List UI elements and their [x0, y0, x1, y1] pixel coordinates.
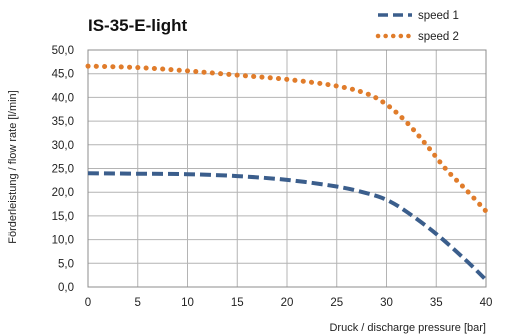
chart-title: IS-35-E-light — [88, 16, 188, 35]
x-tick-label: 35 — [430, 297, 443, 309]
y-tick-label: 0,0 — [58, 282, 74, 294]
y-tick-label: 25,0 — [52, 164, 74, 176]
grid — [87, 49, 487, 288]
x-tick-label: 10 — [181, 297, 194, 309]
series-line-speed-2 — [85, 63, 489, 214]
y-tick-label: 50,0 — [52, 45, 74, 57]
x-tick-label: 0 — [85, 297, 91, 309]
series-line-speed-1 — [87, 171, 488, 282]
legend-label-speed-1: speed 1 — [418, 10, 459, 22]
y-tick-label: 15,0 — [52, 211, 74, 223]
y-tick-labels: 0,0 5,0 10,0 15,0 20,0 25,0 30,0 35,0 40,0 45,0 50… — [52, 45, 74, 294]
plot-frame — [87, 49, 487, 288]
y-tick-label: 20,0 — [52, 187, 74, 199]
x-tick-label: 25 — [330, 297, 343, 309]
y-tick-label: 10,0 — [52, 235, 74, 247]
y-tick-label: 40,0 — [52, 92, 74, 104]
x-tick-label: 5 — [135, 297, 141, 309]
x-axis-label: Druck / discharge pressure [bar] — [329, 322, 486, 334]
x-tick-label: 20 — [281, 297, 294, 309]
y-axis-label: Förderleistung / flow rate [l/min] — [7, 90, 19, 243]
series-lines — [85, 63, 489, 282]
y-tick-label: 5,0 — [58, 258, 74, 270]
y-tick-label: 35,0 — [52, 116, 74, 128]
x-tick-label: 15 — [231, 297, 244, 309]
y-tick-label: 45,0 — [52, 69, 74, 81]
x-tick-label: 30 — [380, 297, 393, 309]
y-tick-label: 30,0 — [52, 140, 74, 152]
legend: speed 1 speed 2 — [375, 10, 459, 43]
x-tick-labels: 0 5 10 15 20 25 30 35 40 — [85, 297, 493, 309]
x-tick-label: 40 — [480, 297, 493, 309]
legend-label-speed-2: speed 2 — [418, 31, 459, 43]
